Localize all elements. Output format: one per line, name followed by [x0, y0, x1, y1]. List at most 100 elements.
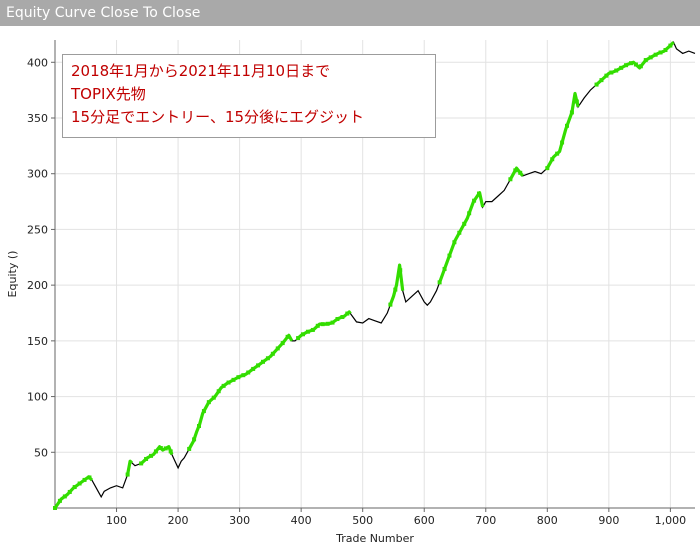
- highlight-marker-0-3: [67, 489, 72, 494]
- x-tick-label-7: 800: [537, 514, 558, 527]
- highlight-marker-2-5: [163, 446, 168, 451]
- highlight-marker-3-11: [241, 373, 246, 378]
- highlight-marker-3-12: [246, 370, 251, 375]
- x-tick-label-9: 1,000: [655, 514, 687, 527]
- highlight-marker-9-6: [624, 63, 629, 68]
- highlight-marker-6-3: [452, 240, 457, 245]
- x-tick-label-3: 400: [291, 514, 312, 527]
- window-title: Equity Curve Close To Close: [0, 0, 700, 26]
- highlight-marker-6-1: [442, 266, 447, 271]
- highlight-marker-4-0: [296, 336, 301, 341]
- x-tick-label-6: 700: [475, 514, 496, 527]
- highlight-marker-0-0: [53, 506, 57, 510]
- highlight-marker-6-2: [447, 253, 452, 258]
- highlight-marker-8-5: [569, 110, 574, 115]
- highlight-marker-9-7: [629, 61, 633, 66]
- highlight-marker-9-10: [643, 58, 648, 63]
- highlight-marker-2-1: [144, 456, 149, 461]
- highlight-marker-9-3: [609, 70, 614, 75]
- x-tick-label-1: 200: [168, 514, 189, 527]
- tick-labels: 100 200 300 400 500 600 700 800 900 1,000 50 100 150…: [27, 56, 686, 527]
- highlight-marker-9-4: [614, 68, 619, 73]
- y-tick-label-6: 350: [27, 112, 48, 125]
- highlight-marker-8-1: [550, 157, 555, 162]
- highlight-marker-3-10: [236, 375, 241, 380]
- highlight-marker-4-9: [340, 315, 345, 320]
- highlight-marker-0-7: [87, 475, 92, 480]
- highlight-marker-5-0: [388, 302, 393, 307]
- highlight-marker-6-8: [477, 191, 481, 196]
- highlight-marker-7-1: [513, 168, 518, 173]
- highlight-segment-1: [126, 459, 133, 475]
- highlight-marker-6-6: [467, 211, 472, 216]
- highlight-marker-4-3: [310, 327, 315, 332]
- highlight-marker-6-7: [472, 198, 477, 203]
- highlight-marker-9-5: [619, 65, 624, 70]
- x-tick-label-2: 300: [229, 514, 250, 527]
- highlight-marker-6-5: [462, 221, 467, 226]
- highlight-marker-3-15: [261, 359, 265, 364]
- highlight-marker-4-5: [320, 322, 325, 327]
- highlight-marker-3-8: [226, 380, 231, 385]
- highlight-marker-8-0: [545, 166, 550, 171]
- highlight-marker-0-6: [82, 477, 87, 482]
- highlight-marker-5-1: [393, 287, 398, 292]
- highlight-marker-3-20: [285, 334, 290, 339]
- highlight-marker-4-6: [325, 321, 330, 326]
- highlight-marker-2-6: [168, 449, 173, 454]
- highlight-marker-8-6: [574, 99, 579, 104]
- highlight-marker-0-2: [62, 494, 67, 499]
- y-tick-label-7: 400: [27, 56, 48, 69]
- highlight-marker-6-4: [457, 230, 462, 235]
- highlight-marker-3-1: [192, 437, 197, 442]
- highlight-marker-3-4: [206, 400, 211, 405]
- highlight-marker-0-1: [57, 498, 62, 503]
- highlight-marker-7-0: [508, 177, 513, 182]
- highlight-marker-3-3: [201, 409, 206, 414]
- y-tick-label-1: 100: [27, 391, 48, 404]
- y-tick-label-4: 250: [27, 223, 48, 236]
- y-tick-label-3: 200: [27, 279, 48, 292]
- highlight-marker-3-14: [256, 363, 261, 368]
- highlight-marker-9-9: [638, 64, 643, 69]
- highlight-marker-9-12: [653, 52, 658, 57]
- highlight-marker-9-1: [599, 78, 604, 83]
- y-axis-label: Equity (): [6, 251, 19, 298]
- highlight-marker-2-2: [149, 453, 153, 458]
- highlight-marker-1-0: [125, 472, 130, 477]
- highlight-marker-3-19: [280, 341, 285, 346]
- x-tick-label-4: 500: [352, 514, 373, 527]
- highlight-marker-9-8: [633, 62, 638, 67]
- highlight-marker-0-4: [72, 485, 77, 490]
- highlight-marker-4-10: [345, 311, 350, 316]
- highlight-marker-0-5: [77, 481, 82, 486]
- highlight-marker-9-2: [604, 73, 609, 78]
- highlight-marker-9-15: [668, 43, 673, 48]
- highlight-marker-3-13: [251, 366, 256, 371]
- y-tick-label-2: 150: [27, 335, 48, 348]
- highlight-marker-3-6: [216, 389, 221, 394]
- highlight-marker-4-8: [335, 317, 340, 322]
- highlight-marker-3-0: [187, 446, 192, 451]
- highlight-marker-9-0: [594, 82, 599, 87]
- highlight-marker-3-17: [270, 351, 275, 356]
- annotation-line-rule: 15分足でエントリー、15分後にエグジット: [71, 108, 365, 126]
- highlight-marker-9-14: [663, 48, 668, 53]
- x-tick-label-5: 600: [414, 514, 435, 527]
- highlight-segments: [53, 41, 675, 510]
- highlight-segment-8: [545, 91, 580, 169]
- x-axis-label: Trade Number: [335, 532, 414, 545]
- x-tick-label-8: 900: [598, 514, 619, 527]
- highlight-segment-5: [388, 263, 405, 306]
- highlight-marker-4-7: [330, 320, 335, 325]
- highlight-marker-7-2: [518, 170, 523, 175]
- highlight-marker-9-11: [648, 55, 653, 60]
- highlight-marker-4-4: [315, 323, 320, 328]
- annotation-line-instrument: TOPIX先物: [71, 85, 146, 103]
- highlight-marker-3-16: [265, 356, 270, 361]
- highlight-marker-2-3: [153, 449, 158, 454]
- highlight-marker-4-1: [301, 332, 305, 337]
- highlight-marker-3-9: [231, 377, 236, 382]
- annotation-line-period: 2018年1月から2021年11月10日まで: [71, 62, 331, 80]
- highlight-marker-3-5: [211, 395, 216, 400]
